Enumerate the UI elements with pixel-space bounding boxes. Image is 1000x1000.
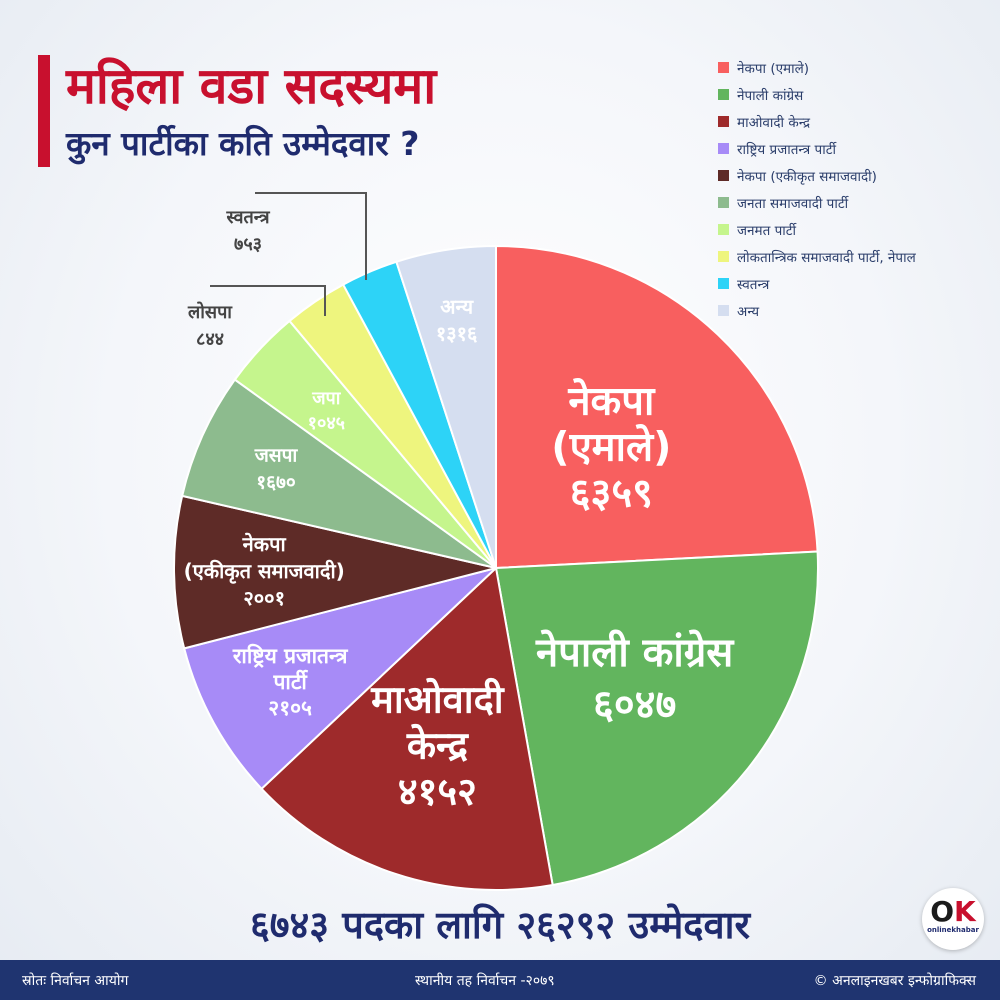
chart-subtitle: कुन पार्टीका कति उम्मेदवार ? bbox=[66, 124, 420, 163]
pie-slice bbox=[180, 378, 497, 569]
legend-item: जनमत पार्टी bbox=[718, 216, 993, 243]
legend-item: राष्ट्रिय प्रजातन्त्र पार्टी bbox=[718, 135, 993, 162]
legend-swatch bbox=[718, 197, 729, 208]
slice-name-label: स्वतन्त्र bbox=[225, 207, 270, 228]
pie-slice bbox=[494, 550, 819, 887]
slice-name-label: लोसपा bbox=[187, 301, 233, 323]
pie-slice bbox=[182, 567, 497, 791]
chart-legend: नेकपा (एमाले) नेपाली कांग्रेस माओवादी केन्… bbox=[718, 54, 993, 324]
legend-swatch bbox=[718, 251, 729, 262]
label-connector bbox=[210, 285, 326, 316]
legend-label: माओवादी केन्द्र bbox=[737, 114, 811, 131]
label-connector bbox=[255, 192, 367, 280]
legend-item: स्वतन्त्र bbox=[718, 270, 993, 297]
legend-item: अन्य bbox=[718, 297, 993, 324]
legend-swatch bbox=[718, 224, 729, 235]
legend-item: नेकपा (एमाले) bbox=[718, 54, 993, 81]
logo-mark: OK bbox=[930, 895, 976, 928]
slice-name-label: केन्द्र bbox=[406, 724, 470, 768]
pie-slice bbox=[395, 244, 497, 569]
slice-name-label: पार्टी bbox=[272, 669, 308, 694]
legend-label: जनमत पार्टी bbox=[737, 222, 797, 239]
legend-item: लोकतान्त्रिक समाजवादी पार्टी, नेपाल bbox=[718, 243, 993, 270]
legend-item: नेपाली कांग्रेस bbox=[718, 81, 993, 108]
slice-name-label: माओवादी bbox=[370, 678, 505, 722]
slice-value-label: १६७० bbox=[256, 471, 296, 493]
logo-text: onlinekhabar bbox=[927, 926, 979, 934]
slice-value-label: ८४४ bbox=[196, 329, 224, 350]
slice-value-label: ६३५९ bbox=[570, 471, 653, 517]
slice-value-label: २००१ bbox=[243, 586, 285, 610]
legend-swatch bbox=[718, 89, 729, 100]
footer-election-label: स्थानीय तह निर्वाचन -२०७९ bbox=[415, 973, 555, 989]
legend-swatch bbox=[718, 305, 729, 316]
legend-label: नेपाली कांग्रेस bbox=[737, 87, 804, 104]
legend-swatch bbox=[718, 116, 729, 127]
legend-label: नेकपा (एकीकृत समाजवादी) bbox=[737, 168, 877, 185]
footer-credit: © अनलाइनखबर इन्फोग्राफिक्स bbox=[813, 973, 976, 989]
title-accent-bar bbox=[38, 55, 50, 167]
slice-name-label: जपा bbox=[311, 388, 342, 409]
slice-name-label: जसपा bbox=[254, 444, 299, 466]
slice-value-label: ४१५२ bbox=[398, 770, 477, 814]
legend-item: नेकपा (एकीकृत समाजवादी) bbox=[718, 162, 993, 189]
slice-name-label: राष्ट्रिय प्रजातन्त्र bbox=[232, 643, 349, 668]
slice-value-label: १३१६ bbox=[436, 321, 478, 345]
legend-swatch bbox=[718, 170, 729, 181]
legend-item: माओवादी केन्द्र bbox=[718, 108, 993, 135]
slice-name-label: नेकपा bbox=[567, 378, 656, 425]
slice-value-label: २१०५ bbox=[268, 696, 312, 720]
onlinekhabar-logo: OK onlinekhabar bbox=[922, 888, 984, 950]
legend-label: राष्ट्रिय प्रजातन्त्र पार्टी bbox=[737, 141, 837, 158]
pie-slice bbox=[260, 566, 554, 891]
legend-swatch bbox=[718, 278, 729, 289]
footer-source: स्रोतः निर्वाचन आयोग bbox=[22, 973, 129, 989]
slice-name-label: नेकपा bbox=[242, 532, 287, 556]
slice-name-label: अन्य bbox=[440, 294, 474, 318]
footer-bar: स्रोतः निर्वाचन आयोग स्थानीय तह निर्वाचन… bbox=[0, 960, 1000, 1000]
legend-swatch bbox=[718, 143, 729, 154]
legend-swatch bbox=[718, 62, 729, 73]
legend-label: लोकतान्त्रिक समाजवादी पार्टी, नेपाल bbox=[737, 249, 916, 266]
pie-slice bbox=[173, 494, 497, 650]
chart-title: महिला वडा सदस्यमा bbox=[66, 57, 437, 115]
legend-label: जनता समाजवादी पार्टी bbox=[737, 195, 849, 212]
slice-name-label: नेपाली कांग्रेस bbox=[535, 629, 735, 676]
legend-label: नेकपा (एमाले) bbox=[737, 60, 810, 77]
legend-item: जनता समाजवादी पार्टी bbox=[718, 189, 993, 216]
slice-value-label: ७५३ bbox=[234, 234, 262, 255]
slice-value-label: १०४५ bbox=[308, 413, 345, 434]
legend-label: अन्य bbox=[737, 303, 760, 320]
pie-slice bbox=[495, 244, 819, 570]
slice-value-label: ६०४७ bbox=[593, 682, 676, 728]
legend-label: स्वतन्त्र bbox=[737, 276, 770, 293]
slice-name-label: (एमाले) bbox=[551, 424, 671, 471]
summary-text: ६७४३ पदका लागि २६२९२ उम्मेदवार bbox=[250, 903, 750, 947]
slice-name-label: (एकीकृत समाजवादी) bbox=[184, 559, 345, 584]
